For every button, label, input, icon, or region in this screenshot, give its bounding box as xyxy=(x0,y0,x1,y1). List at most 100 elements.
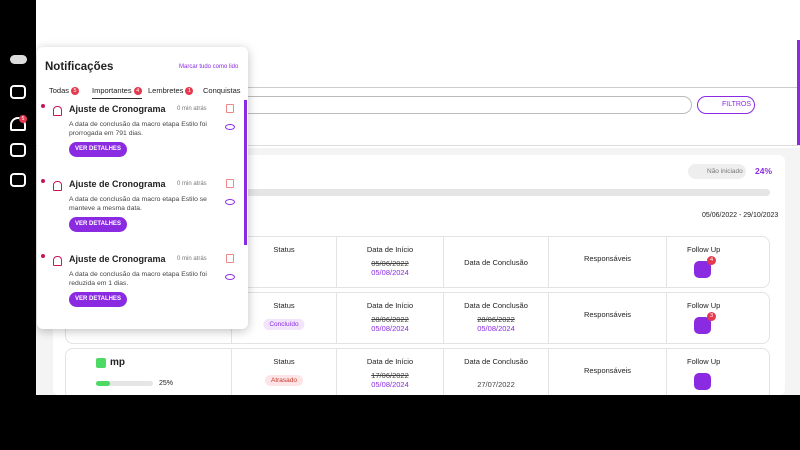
label: Data de Conclusão xyxy=(464,258,528,267)
mark-all-read[interactable]: Marcar tudo como lido xyxy=(179,64,239,70)
cell: Data de Início 17/06/2022 05/08/2024 xyxy=(336,349,443,399)
divider xyxy=(36,145,800,146)
delete-icon[interactable] xyxy=(226,104,234,113)
tab[interactable]: Lembretes 1 xyxy=(148,86,194,96)
progress-track xyxy=(65,189,770,196)
unread-dot xyxy=(41,104,45,108)
progress-text: 25% xyxy=(159,380,174,387)
label: Follow Up xyxy=(687,245,721,254)
notification-text: A data de conclusão da macro etapa Estil… xyxy=(69,196,207,212)
cell: Data de Conclusão 28/06/2022 05/08/2024 xyxy=(443,293,548,343)
search-input[interactable] xyxy=(240,96,692,114)
users-icon[interactable] xyxy=(10,143,26,157)
label: Responsáveis xyxy=(583,366,632,375)
scrollbar xyxy=(244,100,247,245)
time: 0 min atrás xyxy=(177,256,207,262)
color-tag xyxy=(96,358,106,368)
bell-icon xyxy=(53,256,62,266)
delete-icon[interactable] xyxy=(226,179,234,188)
cell: Status Atrasado xyxy=(231,349,336,399)
nav-icon[interactable] xyxy=(10,85,26,99)
table-row: mp 25% Status Atrasado Data de Início 17/0… xyxy=(65,348,770,400)
status-pill: Concluído xyxy=(263,319,305,330)
bottom-bar xyxy=(36,395,800,450)
cell: Data de Conclusão 27/07/2022 xyxy=(443,349,548,399)
bell-icon xyxy=(53,106,62,116)
notification-title: Ajuste de Cronograma xyxy=(69,104,166,114)
label: Responsáveis xyxy=(583,254,632,263)
label: Data de Conclusão xyxy=(464,357,528,366)
notification-text: A data de conclusão da macro etapa Estil… xyxy=(69,271,207,287)
notification-title: Ajuste de Cronograma xyxy=(69,254,166,264)
old-date: 05/06/2022 xyxy=(371,259,409,268)
label: Data de Conclusão xyxy=(464,301,528,310)
notification-title: Ajuste de Cronograma xyxy=(69,179,166,189)
cell: Data de Conclusão xyxy=(443,237,548,287)
details-button[interactable]: VER DETALHES xyxy=(69,217,127,232)
details-button[interactable]: VER DETALHES xyxy=(69,142,127,157)
row-name: mp xyxy=(110,357,125,368)
part xyxy=(96,381,111,386)
label: Status xyxy=(273,357,295,366)
tab[interactable]: Importantes 4 xyxy=(92,86,142,100)
view-icon[interactable] xyxy=(225,199,235,205)
team-icon[interactable] xyxy=(10,173,26,187)
delete-icon[interactable] xyxy=(226,254,234,263)
status-pill: Não iniciado xyxy=(688,164,746,179)
time: 0 min atrás xyxy=(177,106,207,112)
badge: 5 xyxy=(19,115,27,123)
followup-button[interactable]: 3 xyxy=(694,312,716,334)
notifications-panel: Notificações Marcar tudo como lido Todas… xyxy=(37,47,248,329)
tab-label: Conquistas xyxy=(203,86,241,95)
tab[interactable]: Todas 5 xyxy=(49,86,80,96)
tab[interactable]: Conquistas xyxy=(203,86,241,95)
label: Status xyxy=(273,301,295,310)
label: Data de Início xyxy=(366,245,414,254)
label: Follow Up xyxy=(687,301,721,310)
filters-button[interactable]: FILTROS xyxy=(697,96,755,114)
scrollbar xyxy=(797,40,800,145)
notification: Ajuste de Cronograma 0 min atrás A data de… xyxy=(37,104,248,179)
cell: Data de Início 05/06/2022 05/08/2024 xyxy=(336,237,443,287)
view-icon[interactable] xyxy=(225,274,235,280)
new-date: 05/08/2024 xyxy=(371,268,409,277)
label: Responsáveis xyxy=(583,310,632,319)
old-date: 28/06/2022 xyxy=(371,315,409,324)
label: Status xyxy=(273,245,295,254)
date: 27/07/2022 xyxy=(477,380,515,389)
followup-button[interactable]: 4 xyxy=(694,256,716,278)
cell: Data de Início 28/06/2022 05/08/2024 xyxy=(336,293,443,343)
cell: Follow Up 4 xyxy=(666,237,771,287)
old-date: 17/06/2022 xyxy=(371,371,409,380)
label: Data de Início xyxy=(366,301,414,310)
view-icon[interactable] xyxy=(225,124,235,130)
unread-dot xyxy=(41,179,45,183)
bell-icon[interactable] xyxy=(10,117,26,131)
followup-button[interactable] xyxy=(694,373,711,390)
new-date: 05/08/2024 xyxy=(477,324,515,333)
unread-dot xyxy=(41,254,45,258)
date-range: 05/06/2022 - 29/10/2023 xyxy=(702,212,779,219)
time: 0 min atrás xyxy=(177,181,207,187)
label: Follow Up xyxy=(687,357,721,366)
tab-label: Todas xyxy=(49,86,70,95)
badge: 3 xyxy=(707,312,716,321)
cell: Follow Up 3 xyxy=(666,293,771,343)
status-pill: Atrasado xyxy=(264,375,304,386)
old-date: 28/06/2022 xyxy=(477,315,515,324)
label: Data de Início xyxy=(366,357,414,366)
details-button[interactable]: VER DETALHES xyxy=(69,292,127,307)
badge: 4 xyxy=(707,256,716,265)
sidebar: 5 xyxy=(0,0,36,450)
cell: Responsáveis xyxy=(548,293,666,343)
bell-icon xyxy=(53,181,62,191)
divider xyxy=(248,87,800,88)
notification: Ajuste de Cronograma 0 min atrás A data de… xyxy=(37,179,248,254)
badge: 1 xyxy=(185,87,194,96)
notification: Ajuste de Cronograma 0 min atrás A data de… xyxy=(37,254,248,329)
badge: 5 xyxy=(71,87,80,96)
cell: Responsáveis xyxy=(548,349,666,399)
logo xyxy=(10,55,27,64)
cell: Follow Up xyxy=(666,349,771,399)
